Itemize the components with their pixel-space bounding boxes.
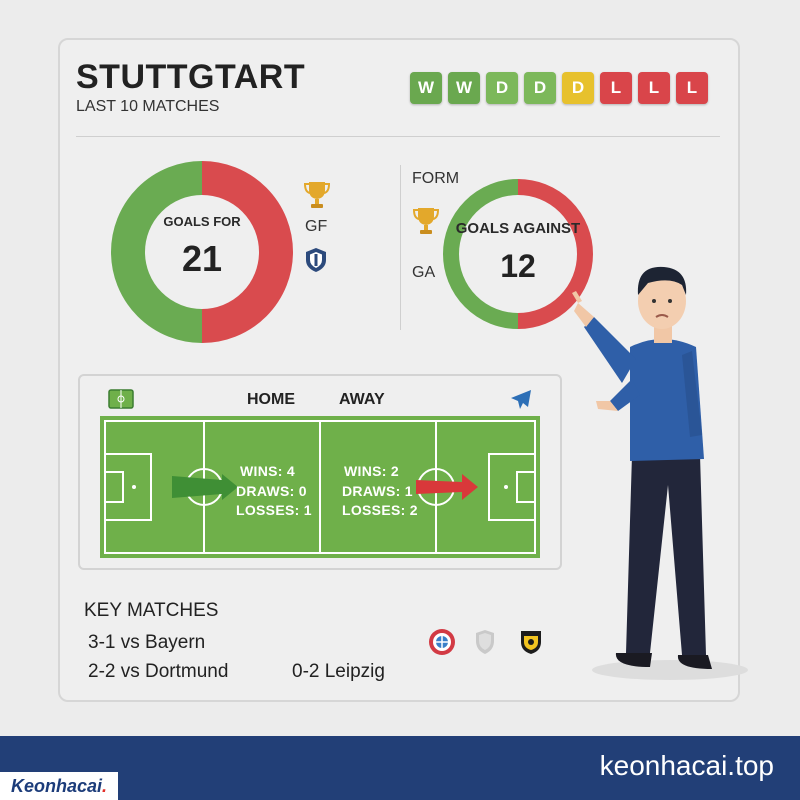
subtitle: LAST 10 MATCHES xyxy=(76,98,220,115)
form-badge: L xyxy=(600,72,632,104)
footer-url[interactable]: keonhacai.top xyxy=(599,750,774,781)
home-arrow xyxy=(172,474,238,500)
key-matches-title: KEY MATCHES xyxy=(84,600,219,621)
brand-name: Keonhacai xyxy=(10,775,102,796)
goals-for-value: 21 xyxy=(181,238,223,279)
home-label: HOME xyxy=(247,391,295,408)
home-losses: LOSSES: 1 xyxy=(236,502,312,518)
goals-against-value: 12 xyxy=(500,248,536,284)
away-label: AWAY xyxy=(339,391,385,408)
goals-against-label: GOALS AGAINST xyxy=(455,220,581,237)
header-divider xyxy=(76,136,720,137)
form-label: FORM xyxy=(412,170,460,187)
away-losses: LOSSES: 2 xyxy=(342,502,418,518)
form-badge: D xyxy=(562,72,594,104)
airplane-icon xyxy=(511,390,531,409)
form-badge: D xyxy=(524,72,556,104)
brand-logo[interactable]: Keonhacai. xyxy=(0,772,118,800)
key-match-item: 2-2 vs Dortmund xyxy=(88,661,229,682)
form-badge: W xyxy=(410,72,442,104)
ga-side-label: GA xyxy=(412,264,436,281)
trophy-icon xyxy=(303,182,331,208)
home-wins: WINS: 4 xyxy=(240,463,295,479)
pitch-icon xyxy=(108,389,134,409)
football-pitch xyxy=(100,416,540,558)
brand-dot: . xyxy=(102,775,108,796)
team-name: STUTTGTART xyxy=(76,58,306,96)
footer-bar xyxy=(0,736,800,800)
home-draws: DRAWS: 0 xyxy=(236,483,307,499)
goals-for-green-arc xyxy=(111,161,203,343)
key-match-item: 3-1 vs Bayern xyxy=(88,632,206,653)
form-badge: L xyxy=(638,72,670,104)
donut-divider xyxy=(400,165,401,330)
form-strip: W W D D D L L L xyxy=(410,72,708,104)
away-arrow xyxy=(416,474,478,500)
goals-for-donut xyxy=(111,161,293,343)
club-crest-red-icon xyxy=(429,629,455,655)
goals-against-red-arc xyxy=(517,179,593,329)
key-match-item: 0-2 Leipzig xyxy=(292,661,385,682)
shield-icon xyxy=(306,248,326,272)
goals-against-donut xyxy=(443,179,593,329)
pointing-hand xyxy=(575,292,589,306)
form-badge: W xyxy=(448,72,480,104)
goals-for-label: GOALS FOR xyxy=(163,214,241,229)
goals-for-red-arc xyxy=(201,161,293,343)
club-crest-grey-icon xyxy=(476,630,494,654)
form-badge: D xyxy=(486,72,518,104)
goals-against-green-arc xyxy=(443,179,519,329)
person-illustration xyxy=(572,266,748,680)
trophy-icon xyxy=(412,208,440,234)
away-wins: WINS: 2 xyxy=(344,463,399,479)
form-badge: L xyxy=(676,72,708,104)
club-crest-yellow-icon xyxy=(521,631,541,654)
away-draws: DRAWS: 1 xyxy=(342,483,413,499)
gf-side-label: GF xyxy=(305,218,328,235)
